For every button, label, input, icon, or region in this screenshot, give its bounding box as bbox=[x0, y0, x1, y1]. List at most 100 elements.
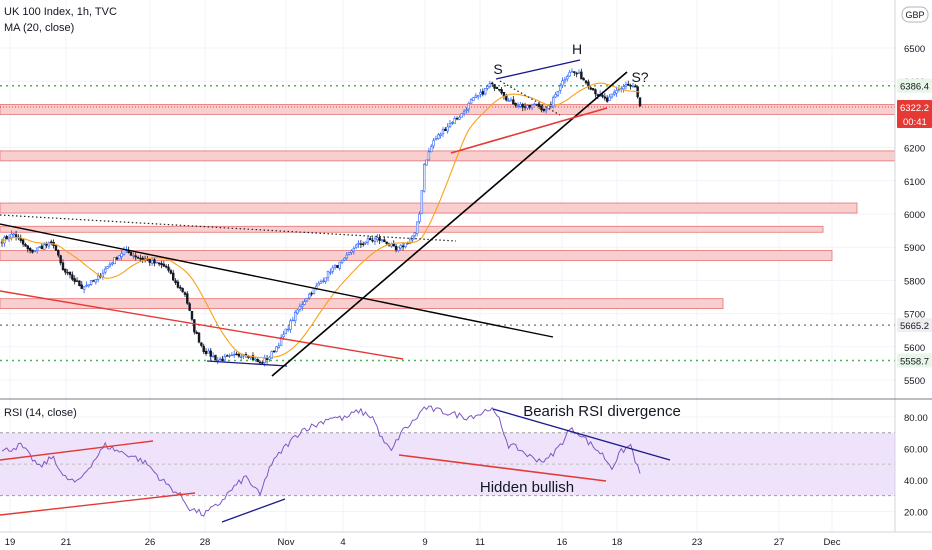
candle-body bbox=[350, 250, 353, 253]
candle-body bbox=[333, 264, 337, 268]
candle-body bbox=[535, 104, 538, 106]
time-tick-label: 16 bbox=[557, 537, 568, 548]
candle-body bbox=[483, 87, 487, 95]
rsi-tick-label: 40.00 bbox=[904, 476, 928, 487]
candle-body bbox=[43, 244, 46, 250]
rsi-indicator-label[interactable]: RSI (14, close) bbox=[4, 407, 77, 419]
candle-body bbox=[380, 239, 384, 241]
time-tick-label: 19 bbox=[5, 537, 16, 548]
candle-body bbox=[544, 109, 548, 112]
candle-body bbox=[446, 126, 449, 132]
candle-body bbox=[451, 122, 454, 124]
candle-body bbox=[591, 88, 595, 91]
candle-body bbox=[584, 80, 588, 84]
candle-body bbox=[221, 358, 224, 361]
currency-badge-bg bbox=[901, 6, 929, 23]
candle-body bbox=[85, 284, 88, 287]
candle-body bbox=[188, 303, 191, 311]
candle-body bbox=[542, 108, 546, 111]
bar-countdown: 00:41 bbox=[903, 117, 927, 128]
candle-body bbox=[284, 328, 288, 334]
candle-body bbox=[425, 159, 428, 166]
time-tick-label: 23 bbox=[692, 537, 703, 548]
candle-body bbox=[638, 97, 642, 107]
candle-body bbox=[298, 305, 302, 310]
candle-body bbox=[38, 246, 41, 248]
candle-body bbox=[408, 238, 412, 244]
candle-body bbox=[87, 284, 90, 287]
candle-body bbox=[186, 293, 189, 304]
descending-trendline bbox=[0, 223, 554, 338]
rsi-red-upper-line bbox=[0, 440, 154, 461]
candle-body bbox=[610, 93, 614, 98]
candle-body bbox=[568, 71, 571, 77]
dotted-price-levels bbox=[0, 84, 895, 362]
price-tag-gray: 5665.2 bbox=[900, 321, 929, 332]
candle-body bbox=[507, 100, 510, 102]
candle-body bbox=[174, 280, 177, 284]
resistance-zone bbox=[0, 104, 896, 115]
candle-body bbox=[94, 279, 98, 283]
time-tick-label: 27 bbox=[774, 537, 785, 548]
candle-body bbox=[329, 271, 332, 274]
candle-body bbox=[455, 118, 459, 120]
candle-body bbox=[575, 72, 578, 75]
candle-body bbox=[153, 259, 156, 264]
candle-body bbox=[279, 337, 283, 346]
candle-body bbox=[338, 261, 341, 269]
candle-body bbox=[340, 260, 344, 264]
candle-body bbox=[214, 354, 217, 361]
candle-body bbox=[528, 105, 531, 108]
candle-body bbox=[533, 103, 536, 106]
candle-body bbox=[357, 242, 360, 245]
candle-body bbox=[467, 102, 470, 110]
resistance-zone bbox=[0, 225, 824, 233]
candle-body bbox=[559, 85, 562, 91]
rsi-red-lower-line bbox=[0, 492, 196, 516]
candle-body bbox=[594, 89, 597, 95]
ma-indicator-label[interactable]: MA (20, close) bbox=[4, 22, 75, 34]
candle-body bbox=[148, 259, 151, 263]
time-tick-label: 28 bbox=[200, 537, 211, 548]
current-price-label: 6322.2 bbox=[900, 103, 929, 114]
candle-body bbox=[75, 280, 79, 282]
currency-badge: GBP bbox=[905, 10, 924, 20]
candle-body bbox=[104, 268, 107, 273]
candle-body bbox=[225, 355, 229, 357]
candle-body bbox=[420, 190, 424, 214]
price-tick-label: 5600 bbox=[904, 343, 925, 354]
candle-body bbox=[423, 164, 426, 192]
candle-body bbox=[296, 309, 299, 314]
candle-body bbox=[54, 245, 58, 251]
candle-body bbox=[462, 111, 466, 114]
candle-body bbox=[312, 287, 316, 295]
price-tick-label: 5900 bbox=[904, 243, 925, 254]
candle-body bbox=[78, 280, 81, 287]
candle-body bbox=[458, 116, 461, 120]
candle-body bbox=[167, 266, 170, 271]
candle-body bbox=[237, 353, 241, 357]
candle-body bbox=[172, 272, 175, 281]
candle-body bbox=[308, 293, 311, 299]
candle-body bbox=[64, 268, 67, 273]
candle-body bbox=[181, 287, 184, 293]
candle-body bbox=[14, 234, 18, 238]
price-tick-label: 5800 bbox=[904, 276, 925, 287]
candle-body bbox=[132, 255, 135, 257]
candle-body bbox=[193, 319, 196, 333]
candle-body bbox=[101, 272, 105, 277]
candle-body bbox=[106, 266, 109, 269]
candle-body bbox=[96, 275, 100, 280]
candle-body bbox=[439, 133, 442, 136]
symbol-title[interactable]: UK 100 Index, 1h, TVC bbox=[4, 6, 117, 18]
candle-body bbox=[336, 265, 339, 268]
candle-body bbox=[254, 358, 257, 361]
candle-body bbox=[453, 118, 456, 124]
resistance-zone bbox=[0, 202, 858, 214]
candle-body bbox=[305, 298, 309, 302]
candle-body bbox=[218, 358, 222, 361]
candle-body bbox=[256, 359, 259, 363]
candle-body bbox=[59, 255, 62, 264]
candle-body bbox=[31, 249, 34, 253]
